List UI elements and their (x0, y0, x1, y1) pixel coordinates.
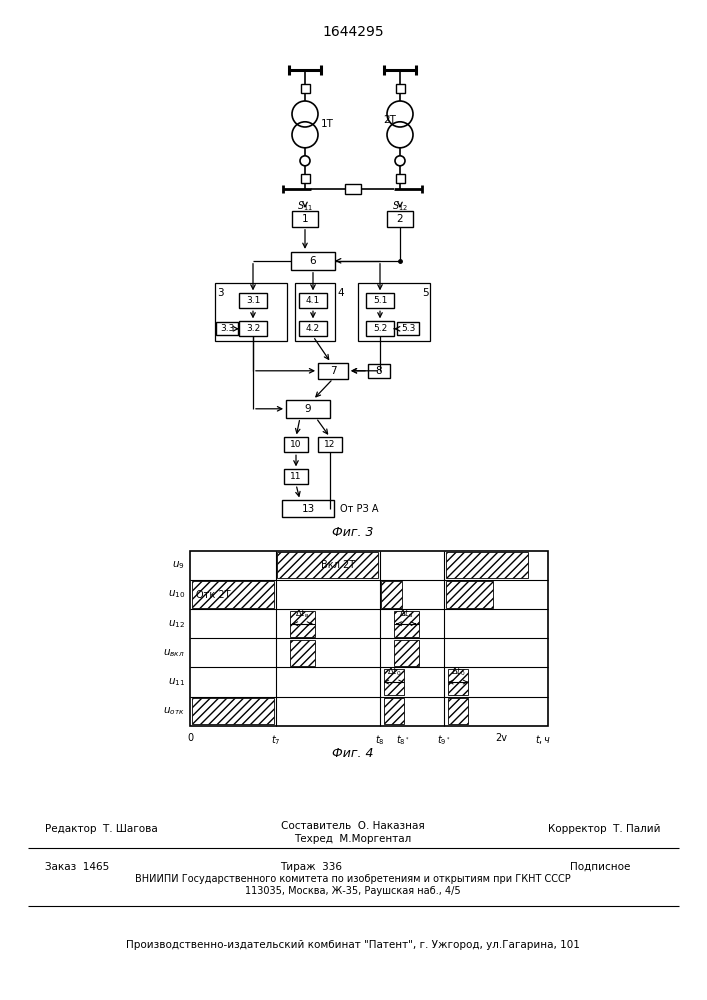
Text: 3.2: 3.2 (246, 324, 260, 333)
Text: 8: 8 (375, 366, 382, 376)
Text: $t_{9^*}$: $t_{9^*}$ (438, 733, 451, 747)
Text: 5.3: 5.3 (401, 324, 415, 333)
Text: 2: 2 (397, 214, 403, 224)
Text: $S_{12}$: $S_{12}$ (392, 199, 408, 213)
Bar (215, 283, 287, 341)
Text: 4: 4 (337, 288, 344, 298)
Text: 10: 10 (291, 440, 302, 449)
Text: $u_{11}$: $u_{11}$ (168, 676, 185, 688)
Text: 9: 9 (305, 404, 311, 414)
Text: $t, ч$: $t, ч$ (535, 733, 551, 746)
Bar (291, 252, 335, 270)
Bar (384, 698, 404, 724)
Bar (192, 698, 274, 724)
Bar (300, 174, 310, 183)
Text: 113035, Москва, Ж-35, Раушская наб., 4/5: 113035, Москва, Ж-35, Раушская наб., 4/5 (245, 886, 461, 896)
Text: $S_{11}$: $S_{11}$ (297, 199, 313, 213)
Text: 1T: 1T (321, 119, 334, 129)
Text: $u_{вкл}$: $u_{вкл}$ (163, 647, 185, 659)
Text: 11: 11 (291, 472, 302, 481)
Bar (284, 437, 308, 452)
Text: Редактор  Т. Шагова: Редактор Т. Шагова (45, 824, 158, 834)
Text: 3: 3 (217, 288, 223, 298)
Text: 0: 0 (187, 733, 193, 743)
Bar (190, 551, 548, 726)
Bar (318, 437, 342, 452)
Bar (299, 293, 327, 308)
Text: Вкл 2Т: Вкл 2Т (321, 560, 355, 570)
Text: Составитель  О. Наказная: Составитель О. Наказная (281, 821, 425, 831)
Bar (366, 321, 394, 336)
Bar (318, 363, 348, 379)
Text: $u_{12}$: $u_{12}$ (168, 618, 185, 630)
Bar (445, 581, 493, 608)
Bar (394, 640, 419, 666)
Bar (290, 611, 315, 637)
Bar (445, 552, 528, 578)
Text: 12: 12 (325, 440, 336, 449)
Text: От РЗ А: От РЗ А (340, 504, 378, 514)
Bar (384, 669, 404, 695)
Text: 13: 13 (301, 504, 315, 514)
Bar (300, 84, 310, 93)
Text: ВНИИПИ Государственного комитета по изобретениям и открытиям при ГКНТ СССР: ВНИИПИ Государственного комитета по изоб… (135, 874, 571, 884)
Bar (381, 581, 402, 608)
Text: Техред  М.Моргентал: Техред М.Моргентал (294, 834, 411, 844)
Bar (448, 698, 468, 724)
Text: Корректор  Т. Палий: Корректор Т. Палий (547, 824, 660, 834)
Bar (277, 552, 378, 578)
Text: $u_9$: $u_9$ (173, 559, 185, 571)
Text: 3.3: 3.3 (220, 324, 234, 333)
Bar (239, 293, 267, 308)
Text: 1644295: 1644295 (322, 25, 384, 39)
Bar (284, 469, 308, 484)
Bar (192, 581, 274, 608)
Text: Фиг. 4: Фиг. 4 (332, 747, 374, 760)
Text: 2v: 2v (496, 733, 508, 743)
Bar (216, 322, 238, 335)
Bar (290, 640, 315, 666)
Text: 5: 5 (422, 288, 428, 298)
Text: 4.1: 4.1 (306, 296, 320, 305)
Bar (299, 321, 327, 336)
Text: $\Delta t_{\rm в}$: $\Delta t_{\rm в}$ (399, 607, 414, 620)
Bar (239, 321, 267, 336)
Bar (366, 293, 394, 308)
Bar (292, 211, 318, 227)
Bar (394, 611, 419, 637)
Text: Отк 2Т: Отк 2Т (196, 590, 230, 600)
Bar (387, 211, 413, 227)
Text: Фиг. 3: Фиг. 3 (332, 526, 374, 539)
Bar (397, 322, 419, 335)
Text: $t_8$: $t_8$ (375, 733, 385, 747)
Bar (344, 184, 361, 194)
Text: 7: 7 (329, 366, 337, 376)
Bar (395, 174, 404, 183)
Text: 3.1: 3.1 (246, 296, 260, 305)
Text: $\Delta t_0$: $\Delta t_0$ (451, 666, 465, 678)
Text: Производственно-издательский комбинат "Патент", г. Ужгород, ул.Гагарина, 101: Производственно-издательский комбинат "П… (126, 940, 580, 950)
Text: Заказ  1465: Заказ 1465 (45, 862, 110, 872)
Text: $\Delta t_{\rm в}$: $\Delta t_{\rm в}$ (296, 607, 310, 620)
Text: Подписное: Подписное (570, 862, 631, 872)
Text: Тираж  336: Тираж 336 (280, 862, 342, 872)
Bar (395, 84, 404, 93)
Text: $\Delta t_0$: $\Delta t_0$ (387, 666, 401, 678)
Text: 5.1: 5.1 (373, 296, 387, 305)
Text: 2T: 2T (383, 115, 396, 125)
Bar (448, 669, 468, 695)
Text: 1: 1 (302, 214, 308, 224)
Bar (368, 364, 390, 378)
Bar (295, 283, 335, 341)
Text: 6: 6 (310, 256, 316, 266)
Text: 4.2: 4.2 (306, 324, 320, 333)
Text: 5.2: 5.2 (373, 324, 387, 333)
Bar (358, 283, 430, 341)
Text: $u_{10}$: $u_{10}$ (168, 589, 185, 600)
Bar (282, 500, 334, 517)
Text: $t_{8^*}$: $t_{8^*}$ (397, 733, 410, 747)
Text: $t_7$: $t_7$ (271, 733, 281, 747)
Text: $u_{отк}$: $u_{отк}$ (163, 705, 185, 717)
Bar (286, 400, 330, 418)
